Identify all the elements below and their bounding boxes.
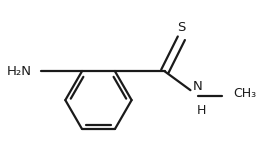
Text: CH₃: CH₃ bbox=[234, 87, 257, 100]
Text: H: H bbox=[197, 104, 207, 117]
Text: N: N bbox=[193, 80, 203, 93]
Text: S: S bbox=[177, 21, 186, 34]
Text: H₂N: H₂N bbox=[7, 65, 32, 78]
